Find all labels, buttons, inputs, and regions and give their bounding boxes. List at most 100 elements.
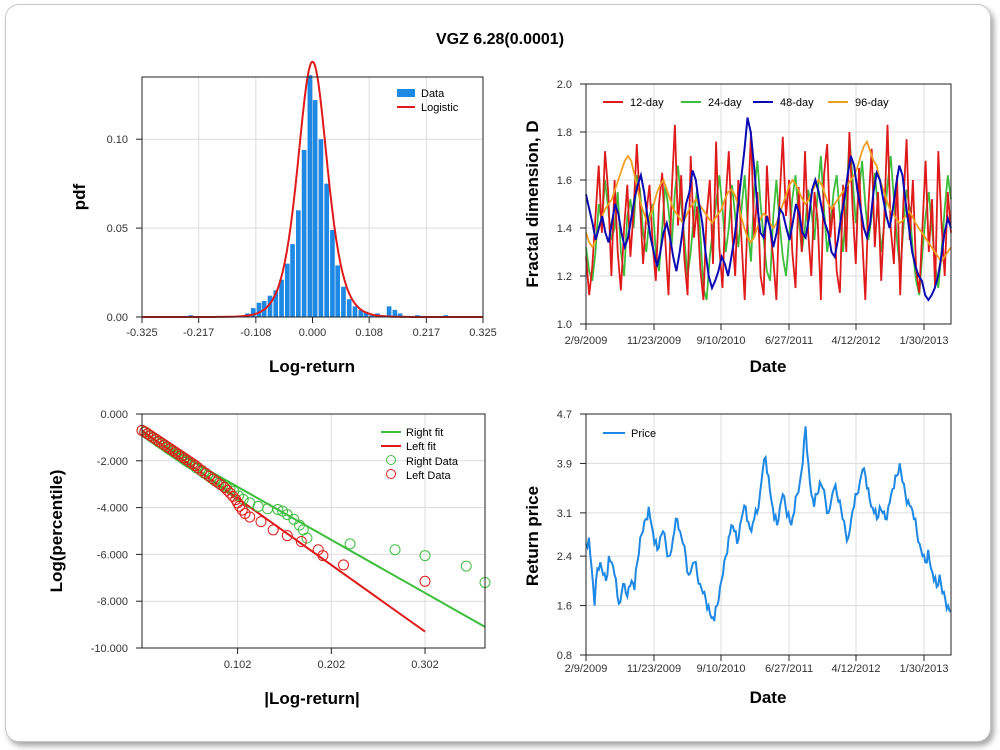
tail-left-data-point (175, 450, 187, 462)
hist-bar (363, 311, 369, 317)
tail-right-data-point (262, 503, 274, 515)
fractal-y-tick-label: 2.0 (557, 79, 572, 91)
chart-card (5, 4, 991, 742)
tail-right-data-point (252, 500, 264, 512)
hist-bar (392, 309, 398, 317)
tail-left-data-point (233, 500, 245, 512)
tail-y-tick-label: 0.000 (100, 409, 128, 421)
hist-bar (330, 229, 335, 317)
price-frame (585, 413, 952, 656)
tail-left-data-point (181, 454, 193, 466)
tail-left-data-point (215, 479, 227, 491)
hist-bar (358, 309, 364, 317)
fractal-series-line-24-day (585, 136, 952, 301)
fractal-frame (585, 83, 952, 325)
tail-left-data-point (255, 516, 267, 528)
tail-left-data-point (178, 452, 190, 464)
tail-left-data-point (164, 443, 176, 455)
hist-x-axis-title: Log-return (269, 357, 355, 376)
price-y-tick-label: 0.8 (557, 650, 572, 662)
tail-left-data-point (281, 530, 293, 542)
tail-y-tick-label: -4.000 (97, 503, 128, 515)
hist-bar (352, 306, 358, 317)
fractal-y-axis-title: Fractal dimension, D (523, 120, 542, 287)
tail-right-data-point (237, 493, 249, 505)
hist-bar (284, 263, 290, 317)
tail-left-data-point (173, 448, 185, 460)
tail-left-data-point (156, 437, 168, 449)
hist-bar (307, 75, 313, 317)
tail-left-data-point (161, 441, 173, 453)
price-y-tick-label: 3.1 (557, 508, 572, 520)
fractal-x-tick-label: 4/12/2012 (832, 335, 881, 347)
hist-y-axis-title: pdf (70, 183, 89, 210)
price-x-tick-label: 1/30/2013 (900, 663, 949, 675)
hist-bar (290, 244, 295, 317)
tail-right-data-point (389, 544, 401, 556)
tail-legend-label-right-fit: Right fit (406, 427, 443, 439)
tail-y-tick-label: -8.000 (97, 596, 128, 608)
tail-left-data-point (139, 426, 151, 438)
price-x-tick-label: 11/23/2009 (627, 663, 681, 675)
price-x-axis-title: Date (750, 688, 787, 707)
tail-left-data-point (184, 456, 196, 468)
tail-right-data-point (301, 532, 313, 544)
fractal-y-tick-label: 1.8 (557, 127, 572, 139)
tail-left-data-point (196, 465, 208, 477)
hist-bar (312, 100, 318, 317)
hist-bar (318, 139, 324, 317)
tail-left-data-point (211, 476, 223, 488)
tail-left-data-point (317, 550, 329, 562)
fractal-legend-label: 96-day (855, 97, 889, 109)
fractal-legend-label: 24-day (708, 97, 742, 109)
tail-left-data-point (147, 431, 159, 443)
fractal-x-tick-label: 2/9/2009 (565, 335, 608, 347)
hist-x-tick-label: 0.108 (355, 327, 383, 339)
tail-left-data-point (218, 481, 230, 493)
hist-legend-label-data: Data (421, 88, 445, 100)
fractal-legend-label: 12-day (630, 97, 664, 109)
hist-x-tick-label: -0.108 (240, 327, 271, 339)
tail-right-data-point (419, 550, 431, 562)
tail-left-data-point (144, 430, 156, 442)
hist-bar (273, 290, 279, 317)
price-y-tick-label: 3.9 (557, 458, 572, 470)
hist-bar (256, 302, 262, 317)
hist-bar (296, 210, 301, 317)
price-y-axis-title: Return price (523, 486, 542, 586)
price-legend-label: Price (631, 428, 656, 440)
hist-bar (250, 308, 256, 317)
hist-bar (341, 286, 346, 317)
page-title: VGZ 6.28(0.0001) (435, 31, 565, 48)
tail-left-data-point (267, 524, 279, 536)
price-series-line (585, 426, 952, 622)
hist-x-tick-label: -0.325 (126, 327, 157, 339)
tail-x-axis-title: |Log-return| (264, 689, 359, 708)
hist-bar (397, 313, 403, 317)
price-x-tick-label: 4/12/2012 (832, 663, 881, 675)
fractal-y-tick-label: 1.0 (557, 319, 572, 331)
tail-left-data-point (244, 511, 256, 523)
tail-left-data-point (150, 433, 162, 445)
hist-bar (335, 265, 341, 317)
fractal-x-tick-label: 9/10/2010 (697, 335, 746, 347)
tail-right-data-point (288, 513, 300, 525)
hist-bar (301, 149, 307, 317)
tail-left-data-point (200, 467, 212, 479)
fractal-x-axis-title: Date (750, 357, 787, 376)
tail-y-tick-label: -6.000 (97, 549, 128, 561)
hist-bar (324, 183, 329, 317)
fractal-series-line-48-day (585, 117, 952, 302)
tail-legend-label-right-data: Right Data (406, 456, 459, 468)
tail-left-data-point (295, 536, 307, 548)
price-x-tick-label: 2/9/2009 (565, 663, 608, 675)
tail-left-data-point (153, 435, 165, 447)
tail-right-data-point (272, 503, 284, 515)
tail-right-data-point (344, 538, 356, 550)
tail-frame (141, 413, 486, 649)
tail-left-data-point (221, 484, 233, 496)
hist-x-tick-label: 0.217 (413, 327, 441, 339)
tail-legend-label-left-data: Left Data (406, 470, 452, 482)
fractal-x-tick-label: 11/23/2009 (627, 335, 681, 347)
hist-y-tick-label: 0.00 (107, 312, 128, 324)
